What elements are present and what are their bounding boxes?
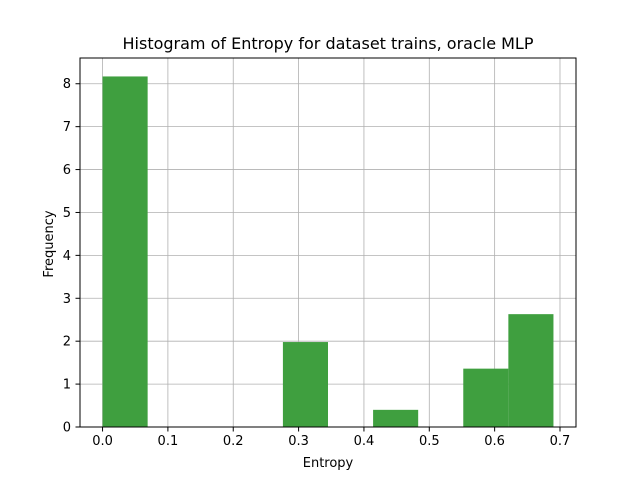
y-tick-label: 0 [63,421,71,436]
x-tick-label: 0.4 [354,434,375,449]
histogram-bar [373,409,419,427]
y-tick-label: 6 [63,163,71,178]
histogram-bar [508,314,554,427]
x-tick-label: 0.0 [92,434,113,449]
y-tick-label: 7 [63,120,71,135]
x-tick-label: 0.3 [288,434,309,449]
bars [102,76,554,427]
histogram-bar [282,342,328,427]
axes [79,57,577,428]
y-tick-label: 8 [63,77,71,92]
x-axis-label: Entropy [303,456,354,471]
y-tick-label: 1 [63,378,71,393]
x-tick-label: 0.5 [419,434,440,449]
x-ticks: 0.0 0.1 0.2 0.3 0.4 0.5 0.6 0.7 [92,427,570,449]
histogram-bar [102,76,148,427]
y-ticks: 0 1 2 3 4 5 6 7 8 [63,77,80,436]
y-tick-label: 5 [63,206,71,221]
x-tick-label: 0.7 [550,434,571,449]
x-tick-label: 0.1 [158,434,179,449]
x-tick-label: 0.6 [484,434,505,449]
plot-frame [79,57,577,428]
y-tick-label: 2 [63,335,71,350]
y-axis-label: Frequency [42,210,57,277]
x-tick-label: 0.2 [223,434,244,449]
y-tick-label: 4 [63,249,71,264]
histogram-bar [463,368,509,427]
y-tick-label: 3 [63,292,71,307]
chart-title: Histogram of Entropy for dataset trains,… [123,34,534,53]
